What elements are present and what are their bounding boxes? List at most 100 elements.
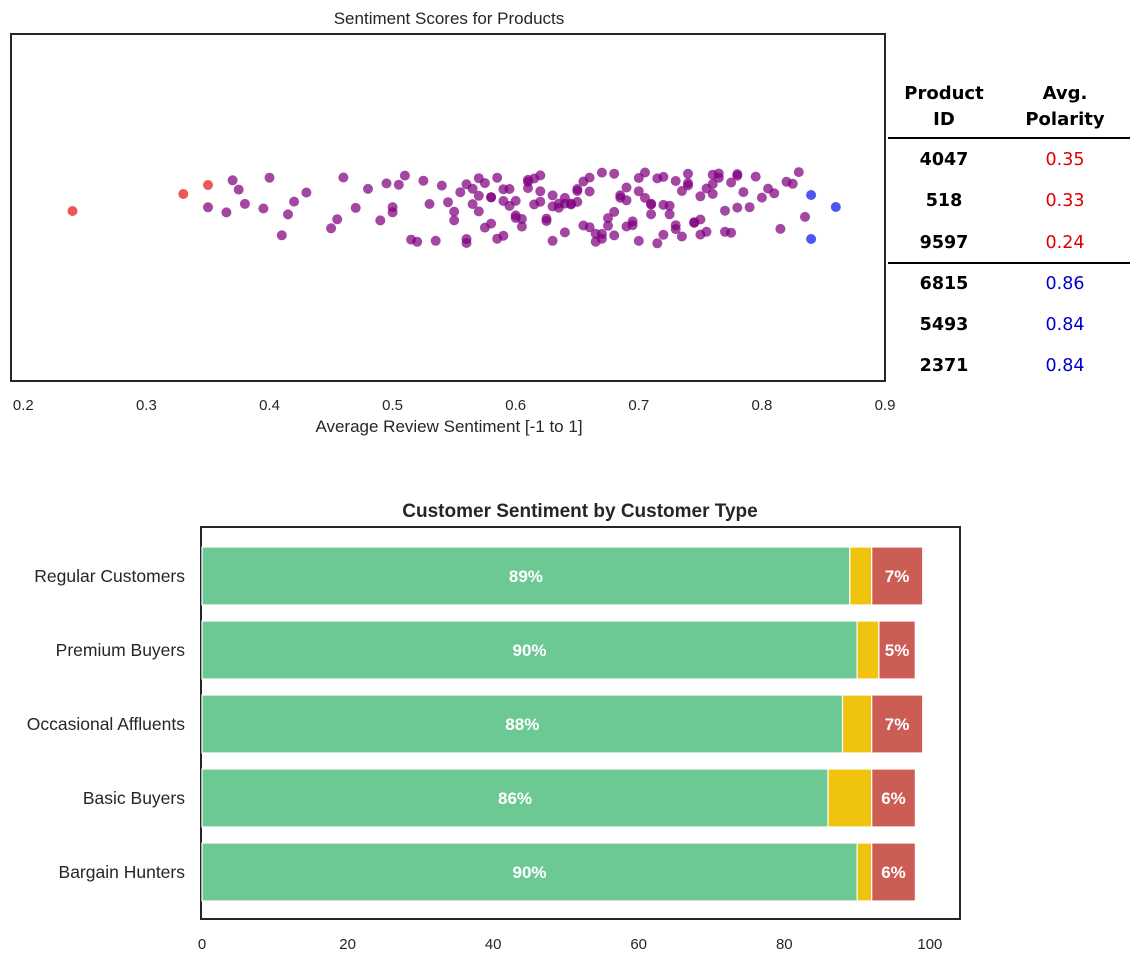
bar-segment [871,546,924,606]
bar-segment [849,546,873,606]
customer-sentiment-bar-chart: Customer Sentiment by Customer Type 89% 7… [27,501,961,953]
strip-point-mid [695,191,706,202]
strip-x-tick-label: 0.8 [751,397,772,414]
strip-point-mid [572,184,583,194]
strip-point-mid [486,218,497,229]
strip-x-tick-label: 0.7 [628,397,649,414]
table-header-polarity-line2: Polarity [1025,109,1105,130]
bar-segment [878,620,916,680]
strip-point-mid [523,174,533,185]
strip-point-mid [264,172,275,183]
strip-point-mid [375,215,386,226]
strip-point-mid [449,215,460,226]
bar-data-label: 90% [512,641,546,660]
strip-point-mid [547,235,558,246]
bar-segment [871,694,924,754]
table-cell-polarity: 0.35 [1046,150,1085,170]
bar-segments: 89% 7% 90% 5% 88% 7% 86% 6% 90% 6% [201,546,924,902]
bar-data-label: 7% [885,715,910,734]
strip-point-mid [720,205,730,216]
bar-segment [871,768,917,828]
strip-point-mid [596,167,607,178]
bar-x-tick-label: 100 [917,936,942,953]
strip-point-mid [670,220,681,231]
table-row: 4047 0.35 [920,150,1085,170]
bar-category-label: Regular Customers [34,566,185,586]
bar-category-label: Premium Buyers [56,640,186,660]
strip-point-mid [547,201,558,212]
table-header-product-line1: Product [904,83,984,104]
table-cell-product-id: 5493 [920,315,969,335]
strip-point-mid [726,227,737,238]
strip-point-mid [412,236,423,247]
strip-point-mid [436,180,447,191]
strip-point-mid [473,173,484,184]
bar-category-labels: Regular Customers Premium Buyers Occasiona… [27,566,185,882]
strip-point-mid [498,230,509,241]
strip-point-mid [707,179,718,190]
bar-x-tick-label: 40 [485,936,502,953]
strip-point-mid [738,187,749,198]
strip-point-mid [418,175,429,186]
bar-segment [827,768,873,828]
bar-x-tick-label: 20 [339,936,356,953]
strip-point-mid [621,182,632,193]
strip-point-mid [559,192,570,203]
strip-x-tick-label: 0.4 [259,397,280,414]
strip-point-mid [393,179,404,190]
bar-segment [201,620,858,680]
strip-point-mid [750,171,761,182]
strip-point-mid [658,171,669,182]
strip-point-mid [455,187,466,198]
table-row: 2371 0.84 [920,356,1085,376]
strip-point-mid [547,190,558,201]
strip-point-mid [276,230,287,241]
strip-point-mid [609,206,620,217]
strip-point-mid [510,213,521,223]
bar-segment [856,842,873,902]
strip-point-mid [664,200,675,211]
bar-segment [871,842,917,902]
strip-x-tick-label: 0.6 [505,397,526,414]
strip-point-mid [467,183,478,194]
strip-point-mid [492,172,503,183]
table-cell-product-id: 6815 [920,274,969,294]
strip-point-mid [707,188,718,199]
strip-point-mid [713,168,724,179]
bar-data-label: 86% [498,789,532,808]
bar-data-label: 6% [881,863,906,882]
bar-x-ticks: 0 20 40 60 80 100 [198,936,943,953]
strip-point-mid [381,178,392,189]
table-row: 518 0.33 [926,191,1085,211]
strip-point-mid [584,222,595,233]
strip-point-mid [621,195,632,206]
strip-point-mid [239,198,250,209]
strip-point-mid [621,221,632,232]
strip-point-mid [541,213,552,224]
strip-point-mid [289,196,300,207]
strip-x-tick-label: 0.2 [13,397,34,414]
strip-point-mid [787,178,798,189]
table-row: 5493 0.84 [920,315,1085,335]
strip-point-mid [430,235,441,246]
strip-point-mid [670,176,681,186]
strip-point-mid [535,186,546,197]
strip-point-mid [584,172,595,183]
table-header-polarity-line1: Avg. [1043,83,1088,104]
strip-point-mid [363,183,373,194]
strip-point-mid [652,238,663,249]
table-cell-polarity: 0.33 [1046,191,1085,211]
strip-point-mid [572,196,583,207]
strip-point-low [203,180,213,190]
bar-data-label: 90% [512,863,546,882]
bar-data-label: 6% [881,789,906,808]
strip-point-mid [449,206,460,217]
strip-point-mid [603,220,613,231]
table-cell-product-id: 9597 [920,233,969,253]
sentiment-strip-chart: Sentiment Scores for Products 0.2 0.3 0.4 0… [10,9,896,436]
strip-x-tick-label: 0.9 [875,397,896,414]
table-cell-product-id: 2371 [920,356,969,376]
strip-point-mid [646,199,657,210]
strip-point-mid [535,196,546,207]
table-row: 6815 0.86 [920,274,1085,294]
